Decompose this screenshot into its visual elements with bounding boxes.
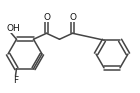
Text: OH: OH [6, 24, 20, 33]
Text: O: O [43, 13, 50, 22]
Text: F: F [13, 76, 18, 85]
Text: O: O [69, 13, 76, 22]
